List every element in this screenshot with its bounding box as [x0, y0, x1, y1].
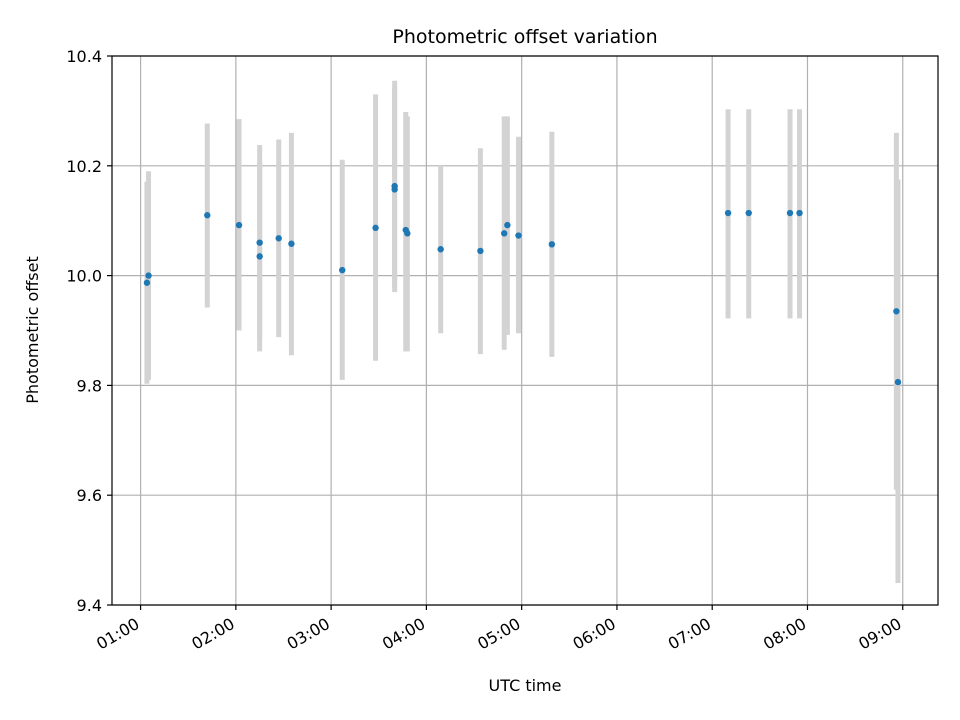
data-points [143, 182, 902, 386]
data-point [893, 308, 900, 315]
plot-frame [111, 55, 939, 606]
data-point [477, 247, 484, 255]
y-tick-label: 9.4 [77, 596, 102, 615]
y-tick-label: 10.4 [66, 47, 102, 66]
data-point [500, 230, 508, 237]
y-tick-label: 9.8 [77, 376, 102, 395]
data-point [894, 378, 902, 386]
data-point [404, 230, 411, 237]
y-tick-label: 10.0 [66, 267, 102, 286]
data-point [437, 246, 444, 253]
chart-title: Photometric offset variation [392, 26, 657, 48]
data-point [745, 209, 752, 217]
data-point [724, 209, 732, 217]
data-point [548, 241, 556, 248]
x-axis-label: UTC time [489, 676, 562, 695]
y-axis-ticks: 9.4 9.6 9.8 10.0 10.2 10.4 [66, 47, 112, 615]
y-tick-label: 9.6 [77, 486, 102, 505]
data-point [391, 182, 398, 190]
data-point [504, 221, 511, 229]
data-point [372, 224, 379, 232]
data-point [256, 239, 263, 246]
data-point [204, 212, 211, 219]
data-point [796, 209, 803, 217]
y-axis-label: Photometric offset [23, 256, 42, 404]
data-point [288, 240, 295, 247]
data-point [339, 266, 346, 274]
data-point [275, 235, 282, 242]
data-point [786, 209, 794, 217]
data-point [145, 272, 152, 279]
data-point [235, 221, 243, 229]
data-point [256, 253, 263, 260]
data-point [143, 279, 151, 286]
data-point [515, 232, 522, 239]
y-tick-label: 10.2 [66, 157, 102, 176]
